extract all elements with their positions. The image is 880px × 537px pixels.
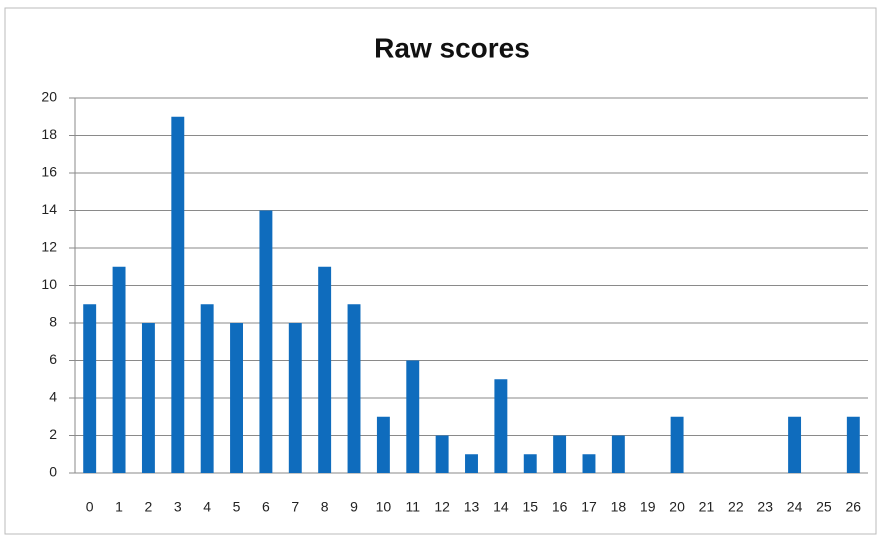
y-tick-label: 10 (41, 276, 57, 292)
x-tick-label: 23 (757, 499, 773, 515)
bar (171, 116, 185, 473)
chart-title: Raw scores (374, 32, 530, 63)
bar (435, 435, 449, 473)
bar (200, 304, 214, 473)
x-tick-label: 13 (464, 499, 480, 515)
y-tick-label: 16 (41, 164, 57, 180)
x-tick-label: 7 (291, 499, 299, 515)
x-tick-label: 11 (405, 499, 420, 515)
bar (318, 266, 332, 473)
bar (494, 379, 508, 473)
bar (288, 323, 302, 473)
x-tick-label: 9 (350, 499, 358, 515)
bar (846, 416, 860, 473)
x-tick-label: 3 (174, 499, 182, 515)
x-tick-label: 14 (493, 499, 509, 515)
x-tick-label: 22 (728, 499, 744, 515)
x-tick-label: 1 (115, 499, 123, 515)
bar (553, 435, 567, 473)
y-tick-label: 0 (49, 464, 57, 480)
x-tick-label: 18 (611, 499, 627, 515)
y-tick-label: 14 (41, 201, 57, 217)
y-tick-label: 4 (49, 389, 57, 405)
x-tick-label: 20 (669, 499, 685, 515)
y-tick-label: 20 (41, 89, 57, 105)
x-tick-label: 16 (552, 499, 568, 515)
bar (788, 416, 802, 473)
bar (582, 454, 596, 473)
bar (347, 304, 361, 473)
x-tick-label: 0 (86, 499, 94, 515)
bar (376, 416, 390, 473)
x-tick-label: 17 (581, 499, 597, 515)
x-tick-label: 8 (321, 499, 329, 515)
bar (230, 323, 243, 473)
y-tick-label: 12 (41, 239, 57, 255)
x-tick-label: 25 (816, 499, 832, 515)
x-tick-label: 19 (640, 499, 656, 515)
bar (112, 266, 126, 473)
x-tick-label: 10 (376, 499, 392, 515)
y-tick-label: 8 (49, 314, 57, 330)
x-tick-label: 4 (203, 499, 211, 515)
x-tick-label: 5 (233, 499, 241, 515)
y-tick-label: 6 (49, 351, 57, 367)
x-tick-label: 24 (787, 499, 803, 515)
x-tick-label: 26 (846, 499, 862, 515)
bar (141, 323, 155, 473)
x-tick-label: 2 (145, 499, 153, 515)
x-tick-label: 12 (434, 499, 450, 515)
bar (611, 435, 625, 473)
bar (523, 454, 537, 473)
bar (406, 360, 420, 473)
bar (465, 454, 478, 473)
x-tick-label: 6 (262, 499, 270, 515)
y-tick-label: 18 (41, 126, 57, 142)
x-tick-label: 15 (522, 499, 538, 515)
bar (83, 304, 97, 473)
x-tick-label: 21 (699, 499, 715, 515)
y-tick-label: 2 (49, 426, 57, 442)
bar (259, 210, 273, 473)
bar (670, 416, 684, 473)
